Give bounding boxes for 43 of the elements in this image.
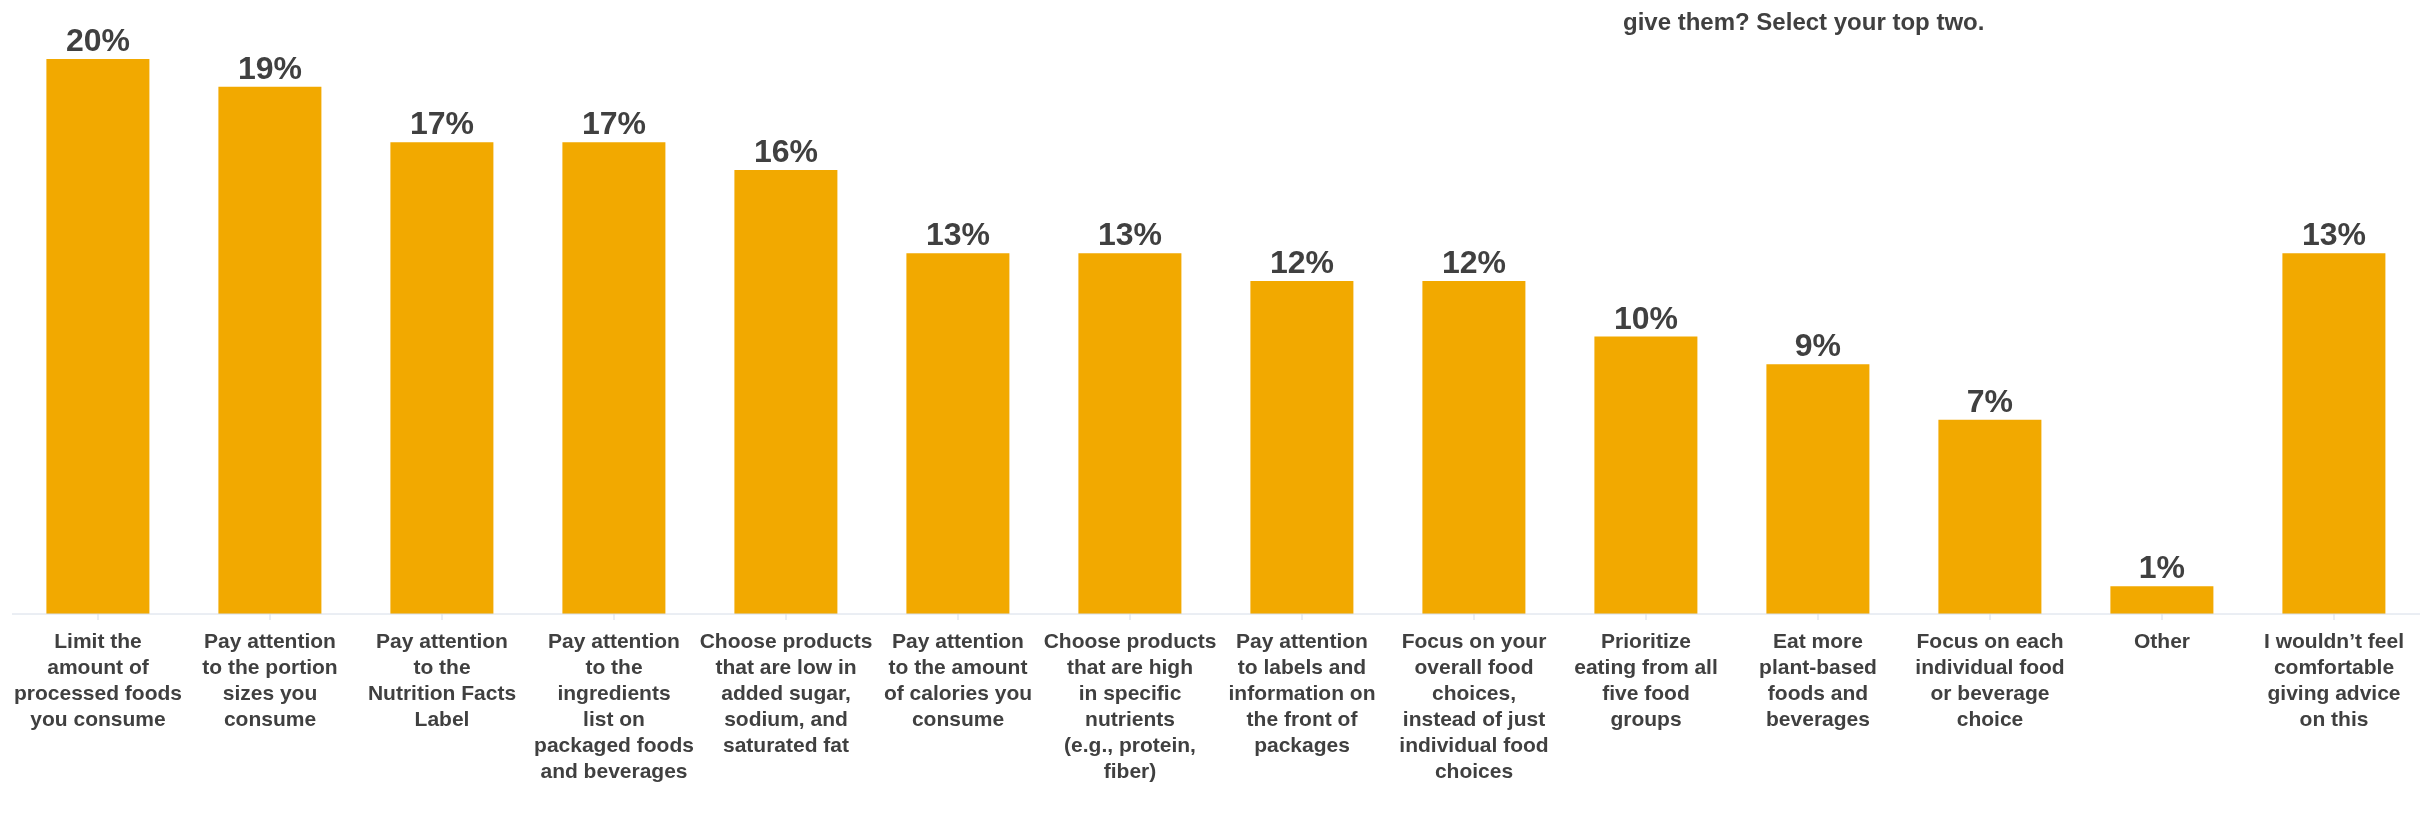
bar [1938,419,2042,614]
bar [1250,281,1354,614]
x-tick-label: Pay attention to labels and information on the front of packages [1228,629,1376,756]
data-label: 17% [581,105,646,142]
x-tick-label: Other [2133,629,2191,652]
bar [1766,364,1870,614]
x-tick-label: Choose products that are low in added sugar, sodium, and saturated fat [699,629,873,756]
bar [1422,281,1526,614]
data-label: 12% [1441,244,1506,280]
bar [2110,586,2214,614]
x-tick-label: Focus on your overall food choices, instead of just individual food choices [1399,629,1549,782]
x-tick-label: Prioritize eating from all five food groups [1574,629,1718,730]
bar [218,86,322,614]
bar [390,142,494,614]
data-label: 13% [2301,216,2366,253]
bar [1594,336,1698,614]
x-tick-label: Focus on each individual food or beverage choice [1915,629,2065,730]
data-label: 12% [1269,244,1334,280]
data-label: 9% [1794,327,1842,364]
x-tick-label: Pay attention to the portion sizes you consume [202,629,338,730]
data-label: 1% [2138,549,2186,586]
bar [562,142,666,614]
bar [734,170,838,614]
x-tick-label: Pay attention to the amount of calories you consume [883,629,1033,730]
x-tick-label: Eat more plant-based foods and beverages [1759,629,1877,730]
data-label: 10% [1613,299,1678,336]
data-label: 16% [753,133,818,169]
data-label: 19% [237,49,302,86]
x-tick-label: Choose products that are high in specific nutrients (e.g., protein, fiber) [1043,629,1217,782]
x-tick-label: I wouldn’t feel comfortable giving advice on this [2264,629,2404,730]
data-label: 13% [1097,216,1162,253]
data-label: 13% [925,216,990,253]
data-label: 17% [409,105,474,142]
bar [46,59,150,614]
x-tick-label: Pay attention to the Nutrition Facts Label [367,629,517,730]
bar [1078,253,1182,614]
x-tick-label: Limit the amount of processed foods you consume [13,629,183,730]
x-tick-label: Pay attention to the ingredients list on packaged foods and beverages [534,629,694,782]
data-label: 20% [65,22,130,58]
bar [2282,253,2386,614]
data-label: 7% [1966,382,2014,419]
bar [906,253,1010,614]
chart-title: give them? Select your top two. [1623,8,1985,36]
